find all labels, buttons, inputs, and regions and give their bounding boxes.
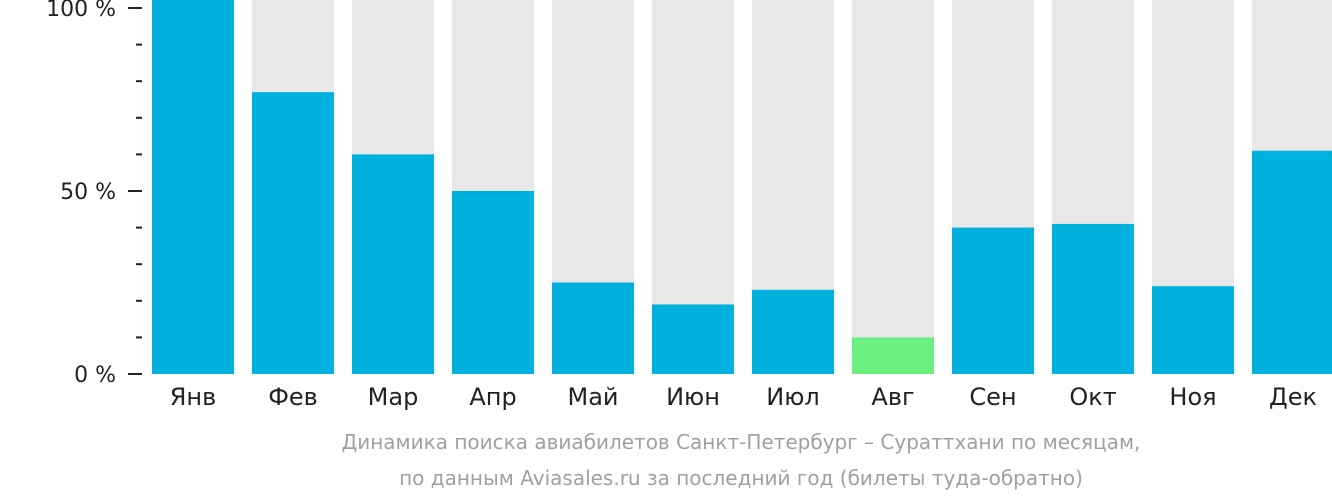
x-tick-label: Дек <box>1269 383 1317 411</box>
data-bars <box>152 0 1332 375</box>
bar-Ноя <box>1152 286 1234 374</box>
background-bar <box>852 0 934 374</box>
bar-Фев <box>252 92 334 375</box>
bar-chart: 0 % 50 % 100 % Янв Фев Мар Апр Май Июн Июл Авг Сен… <box>46 0 1332 411</box>
bar-Дек <box>1252 150 1332 374</box>
bar-Авг <box>852 337 934 374</box>
x-tick-label: Июл <box>766 383 820 411</box>
x-tick-label: Ноя <box>1169 383 1216 411</box>
x-axis-labels: Янв Фев Мар Апр Май Июн Июл Авг Сен Окт Ноя Дек <box>170 383 1317 411</box>
x-tick-label: Авг <box>871 383 914 411</box>
x-tick-label: Мар <box>368 383 419 411</box>
y-axis: 0 % 50 % 100 % <box>46 0 142 388</box>
chart-caption-line-1: Динамика поиска авиабилетов Санкт-Петерб… <box>341 430 1141 454</box>
x-tick-label: Апр <box>469 383 516 411</box>
x-tick-label: Май <box>567 383 618 411</box>
bar-Июл <box>752 289 834 374</box>
x-tick-label: Сен <box>969 383 1016 411</box>
bar-Янв <box>152 0 234 374</box>
chart-caption-line-2: по данным Aviasales.ru за последний год … <box>399 466 1083 490</box>
y-tick-label: 0 % <box>74 363 116 388</box>
bar-Мар <box>352 154 434 374</box>
x-tick-label: Фев <box>268 383 318 411</box>
x-tick-label: Янв <box>170 383 217 411</box>
bar-Май <box>552 282 634 374</box>
x-tick-label: Июн <box>666 383 720 411</box>
bar-Июн <box>652 304 734 374</box>
bar-Апр <box>452 191 534 374</box>
bar-Сен <box>952 227 1034 374</box>
x-tick-label: Окт <box>1069 383 1116 411</box>
y-tick-label: 50 % <box>60 180 116 205</box>
y-tick-label: 100 % <box>46 0 116 22</box>
bar-Окт <box>1052 223 1134 374</box>
